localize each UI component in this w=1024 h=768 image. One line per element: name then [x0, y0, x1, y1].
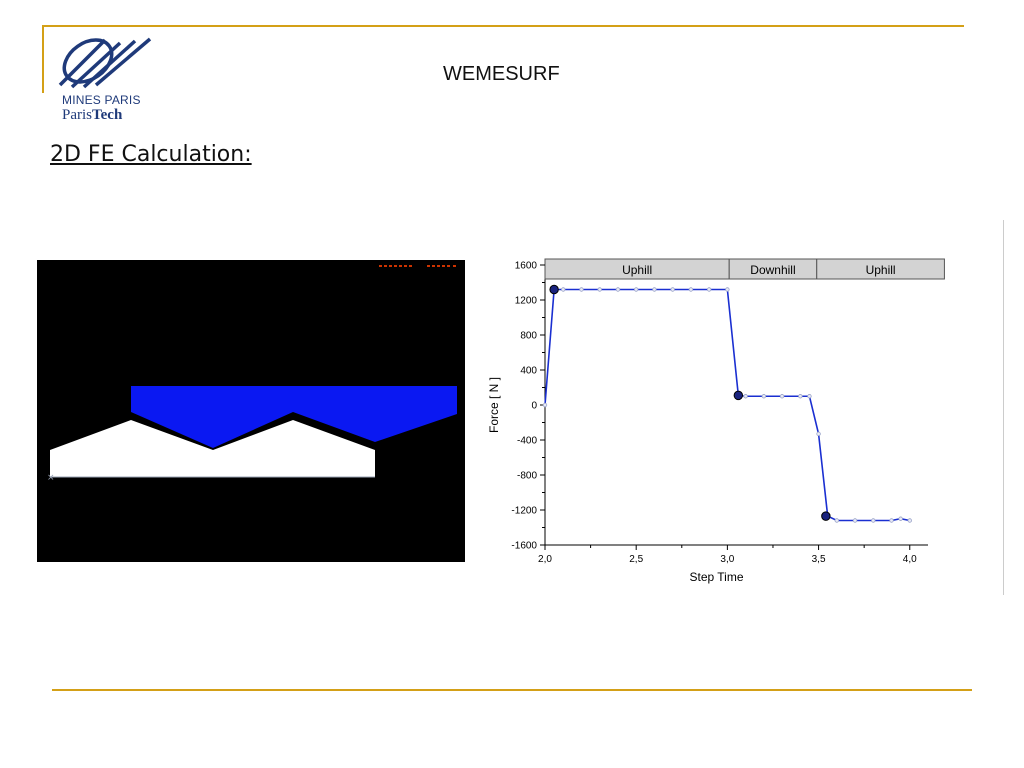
data-point [743, 394, 748, 399]
x-axis-label: Step Time [689, 570, 743, 584]
bottom-accent-rule [52, 689, 972, 691]
upper-die-shape [131, 386, 457, 448]
highlight-point [549, 284, 559, 295]
data-point [816, 431, 821, 437]
phase-band-3 [816, 258, 945, 280]
x-tick-label: 3,5 [812, 554, 826, 565]
fe-simulation-image: × [37, 260, 465, 562]
y-tick-label: -1600 [511, 541, 537, 552]
phase-label-1: Uphill [622, 263, 652, 277]
y-tick-label: -400 [517, 436, 537, 447]
phase-label-2: Downhill [750, 263, 795, 277]
data-point [615, 287, 621, 292]
chart-svg: Uphill Downhill Uphill 1600 1200 800 400 0 -400 -… [487, 258, 945, 584]
x-tick-label: 4,0 [903, 554, 917, 565]
data-point [798, 394, 803, 399]
data-point [889, 518, 894, 523]
data-point [706, 287, 712, 292]
highlight-point [733, 390, 744, 401]
y-axis-label: Force [ N ] [487, 377, 501, 433]
data-point [907, 518, 912, 523]
data-point [633, 287, 639, 292]
data-point [807, 394, 812, 399]
lower-die-shape [50, 420, 375, 477]
data-point [597, 287, 602, 292]
top-accent-rule [44, 25, 964, 27]
highlight-point [821, 511, 831, 521]
data-point [834, 518, 840, 523]
data-point [579, 287, 584, 292]
data-point [542, 402, 548, 408]
phase-label-3: Uphill [866, 263, 896, 277]
y-tick-label: 1600 [515, 261, 538, 272]
x-tick-label: 2,0 [538, 554, 552, 565]
right-divider [1003, 220, 1004, 595]
data-point [898, 516, 903, 521]
section-heading: 2D FE Calculation: [50, 142, 252, 167]
force-step-time-chart: Uphill Downhill Uphill 1600 1200 800 400 0 -400 -… [480, 250, 950, 595]
svg-text:×: × [47, 473, 55, 483]
x-tick-label: 3,0 [720, 554, 734, 565]
data-point [652, 287, 657, 292]
y-tick-label: 0 [531, 401, 537, 412]
data-point [779, 394, 785, 399]
y-tick-label: 800 [520, 331, 537, 342]
data-point [670, 287, 675, 292]
logo-line2: ParisTech [62, 107, 123, 123]
logo-line1: MINES PARIS [62, 93, 141, 107]
mines-paristech-logo-icon [58, 37, 152, 89]
y-tick-label: 400 [520, 366, 537, 377]
data-point [688, 287, 694, 292]
y-tick-label: 1200 [515, 296, 538, 307]
slide-title: WEMESURF [443, 63, 560, 85]
data-point [852, 518, 858, 523]
force-series-line [544, 288, 910, 522]
data-point [725, 287, 730, 292]
y-tick-label: -1200 [511, 506, 537, 517]
data-point [561, 287, 566, 292]
x-tick-label: 2,5 [629, 554, 643, 565]
data-point [871, 518, 876, 523]
data-point [761, 394, 767, 399]
left-accent-rule [42, 25, 44, 93]
y-tick-label: -800 [517, 471, 537, 482]
